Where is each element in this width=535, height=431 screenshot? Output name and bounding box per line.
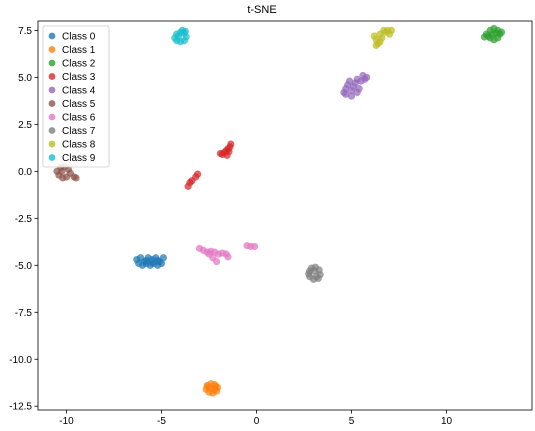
legend-label-class-7: Class 7 <box>62 126 96 137</box>
class-9-point-9 <box>175 32 183 40</box>
x-tick-label: 5 <box>349 416 355 427</box>
y-tick-label: 2.5 <box>18 120 32 131</box>
legend-label-class-6: Class 6 <box>62 113 96 124</box>
class-8-point-8 <box>387 26 395 34</box>
class-0-point-15 <box>148 258 156 267</box>
legend-marker-class-4 <box>48 86 56 94</box>
series-class-8 <box>370 26 395 50</box>
class-7-point-10 <box>310 267 319 275</box>
class-1-point-10 <box>204 382 212 391</box>
class-8-point-11 <box>376 38 384 46</box>
x-tick-label: 0 <box>254 416 260 427</box>
legend-marker-class-1 <box>48 46 56 53</box>
y-tick-label: -12.5 <box>9 402 32 413</box>
class-6-point-14 <box>251 242 259 251</box>
legend-label-class-8: Class 8 <box>62 140 96 151</box>
legend-marker-class-3 <box>48 73 56 80</box>
class-7-point-9 <box>312 272 320 281</box>
y-tick-label: -2.5 <box>15 214 33 225</box>
legend: Class 0 Class 1 Class 2 Class 3 Class 4 Class… <box>42 25 110 168</box>
class-2-point-10 <box>488 30 496 38</box>
class-3-point-13 <box>194 170 202 178</box>
series-class-7 <box>305 263 324 283</box>
class-7-point-8 <box>305 270 313 278</box>
legend-label-class-0: Class 0 <box>62 32 96 43</box>
series-class-1 <box>202 380 222 397</box>
y-axis: 7.5 5.0 2.5 0.0 -2.5 -5.0 -7.5 -10.0 -12.5 <box>9 26 38 413</box>
legend-marker-class-8 <box>48 140 56 148</box>
class-6-point-11 <box>205 250 213 258</box>
y-tick-label: 7.5 <box>18 26 32 37</box>
legend-marker-class-6 <box>48 113 56 121</box>
class-4-point-13 <box>342 90 350 98</box>
class-5-point-10 <box>58 167 66 175</box>
legend-label-class-5: Class 5 <box>62 99 96 110</box>
class-1-point-11 <box>212 382 220 391</box>
y-tick-label: -7.5 <box>15 308 33 319</box>
series-class-9 <box>171 26 190 46</box>
legend-label-class-4: Class 4 <box>62 86 96 97</box>
class-6-point-8 <box>224 253 232 261</box>
class-2-point-12 <box>480 33 489 41</box>
y-tick-label: 5.0 <box>18 73 32 84</box>
class-3-point-5 <box>227 140 235 148</box>
class-0-point-16 <box>142 257 150 265</box>
legend-label-class-3: Class 3 <box>62 72 96 83</box>
class-2-point-11 <box>498 28 506 36</box>
series-class-6 <box>195 241 259 266</box>
legend-marker-class-7 <box>48 127 56 134</box>
legend-marker-class-2 <box>48 59 56 67</box>
chart-title: t-SNE <box>247 4 276 16</box>
series-class-3 <box>184 140 235 190</box>
legend-label-class-2: Class 2 <box>62 59 96 70</box>
class-4-point-15 <box>353 88 361 97</box>
y-tick-label: 0.0 <box>18 167 32 178</box>
legend-label-class-1: Class 1 <box>62 45 96 56</box>
plot-area-frame <box>37 20 533 411</box>
class-3-point-6 <box>216 149 224 158</box>
legend-marker-class-5 <box>48 100 56 107</box>
x-tick-label: -5 <box>157 416 166 427</box>
class-3-point-8 <box>225 148 233 156</box>
x-axis: -10 -5 0 5 10 <box>59 410 452 427</box>
class-4-point-11 <box>346 77 354 85</box>
x-tick-label: -10 <box>59 416 74 427</box>
class-4-point-10 <box>363 73 371 81</box>
points-layer <box>53 24 506 397</box>
class-6-point-10 <box>213 257 221 266</box>
y-tick-label: -5.0 <box>15 261 33 272</box>
class-5-point-9 <box>72 174 80 182</box>
series-class-0 <box>133 254 167 269</box>
x-tick-label: 10 <box>441 416 453 427</box>
class-9-point-10 <box>181 27 189 35</box>
legend-box <box>42 25 110 168</box>
class-0-point-7 <box>159 254 167 262</box>
series-class-2 <box>480 24 506 44</box>
class-4-point-14 <box>347 92 356 100</box>
class-8-point-10 <box>380 26 388 34</box>
legend-marker-class-0 <box>48 32 56 40</box>
class-0-point-17 <box>154 257 162 265</box>
legend-marker-class-9 <box>48 154 56 161</box>
y-tick-label: -10.0 <box>9 355 32 366</box>
legend-label-class-9: Class 9 <box>62 153 96 164</box>
series-class-4 <box>340 71 371 100</box>
